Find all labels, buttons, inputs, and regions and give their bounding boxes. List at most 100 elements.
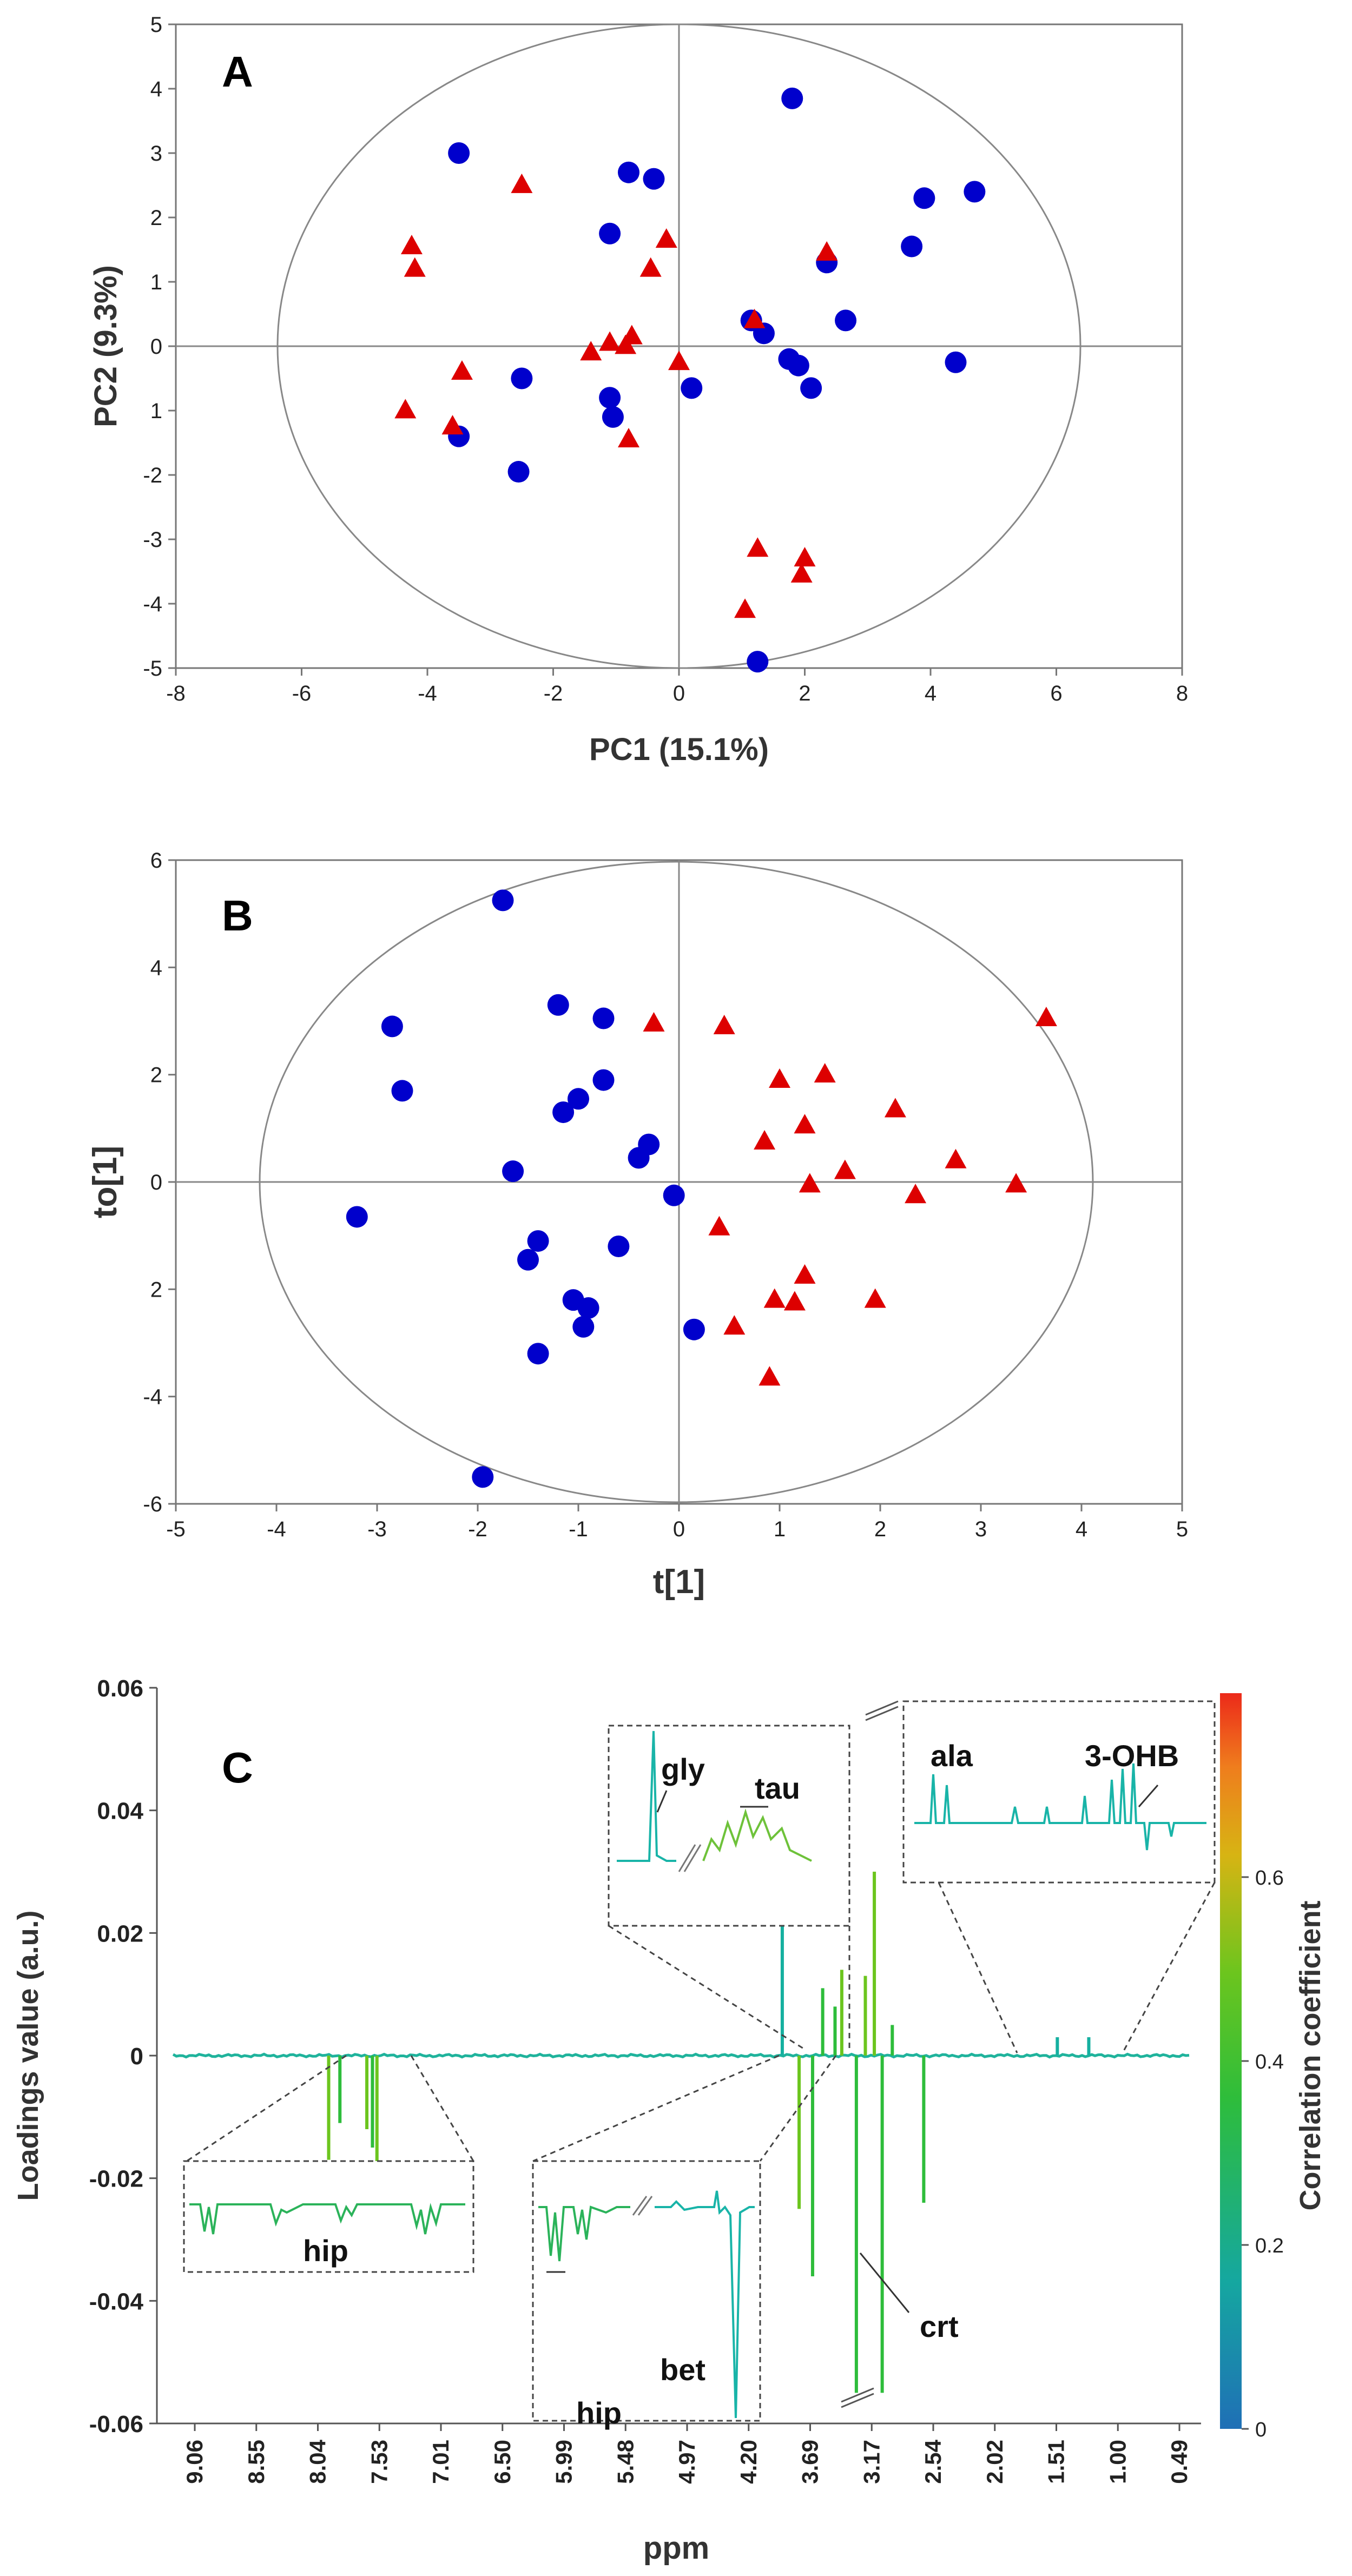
panel-c-x-ticks: 9.06 8.55 8.04 7.53 7.01 6.50 5.99 5.48 4.97 4.20…: [182, 2423, 1192, 2484]
panel-b-point-circle: [552, 1101, 575, 1124]
panel-c-x-tick-label: 1.00: [1105, 2440, 1130, 2484]
panel-b-point-triangle: [708, 1216, 730, 1236]
panel-b-point-circle: [572, 1316, 595, 1338]
inset-ala-3ohb-trace: [914, 1763, 1206, 1851]
panel-a-point-circle: [643, 168, 665, 190]
panel-a-y-tick-label: 1: [150, 270, 162, 294]
panel-b-point-triangle: [814, 1063, 836, 1083]
panel-b-point-circle: [628, 1147, 650, 1169]
panel-b-y-tick-label: 6: [150, 849, 162, 873]
panel-a-point-triangle: [580, 341, 602, 361]
panel-a-x-tick-label: -8: [166, 682, 186, 705]
panel-a-point-circle: [681, 377, 703, 399]
inset-hip-bet-trace: [538, 2205, 630, 2262]
panel-a-point-triangle: [816, 241, 838, 261]
panel-b-point-circle: [346, 1206, 368, 1228]
panel-c-x-tick-label: 7.53: [366, 2440, 392, 2484]
panel-a-x-tick-label: 8: [1176, 682, 1188, 705]
inset-hip-bet-break-2: [637, 2196, 653, 2216]
panel-a-point-circle: [781, 87, 803, 109]
panel-b-point-triangle: [799, 1173, 821, 1193]
panel-a-point-circle: [448, 142, 470, 164]
panel-c-y-tick-label: -0.04: [89, 2288, 144, 2315]
panel-b-point-circle: [568, 1088, 589, 1110]
panel-b-point-triangle: [1035, 1006, 1057, 1026]
panel-c-y-tick-label: 0.02: [97, 1920, 143, 1947]
panel-a-y-tick-label: 1: [150, 399, 162, 423]
panel-b-point-triangle: [905, 1184, 927, 1204]
inset-gly-tau-trace: [617, 1730, 676, 1862]
panel-b-x-tick-label: -4: [267, 1517, 286, 1541]
inset-ala-3ohb-frame: [902, 1700, 1216, 1884]
panel-c: 0.06 0.04 0.02 0 -0.02 -0.04 -0.06 9.06 8.55 8.0…: [12, 1675, 1327, 2566]
panel-b-point-triangle: [783, 1291, 806, 1311]
panel-b-point-circle: [527, 1343, 549, 1365]
panel-b-points: [346, 889, 1057, 1488]
panel-c-x-tick-label: 2.54: [920, 2439, 946, 2483]
panel-b-point-circle: [502, 1160, 524, 1183]
panel-c-x-tick-label: 8.55: [243, 2440, 269, 2484]
panel-b-point-triangle: [643, 1012, 665, 1032]
panel-c-x-tick-label: 0.49: [1166, 2440, 1192, 2484]
panel-b-point-circle: [683, 1318, 705, 1340]
panel-c-x-tick-label: 3.17: [859, 2440, 884, 2484]
panel-b-y-tick-label: 0: [150, 1171, 162, 1194]
label-hip-1: hip: [303, 2234, 348, 2268]
panel-a-x-tick-label: 2: [799, 682, 810, 705]
colorbar-ticks: 0.6 0.4 0.2 0: [1242, 1867, 1284, 2441]
inset-hip-bet-frame: [532, 2160, 761, 2422]
label-hip-2: hip: [576, 2396, 622, 2430]
panel-b-x-tick-label: -2: [468, 1517, 487, 1541]
colorbar: 0.6 0.4 0.2 0 Correlation coefficient: [1220, 1693, 1327, 2441]
panel-a-point-circle: [964, 181, 986, 203]
panel-a-y-tick-label: 5: [150, 13, 162, 37]
spectrum-baseline: [172, 2052, 1190, 2059]
panel-a-y-tick-label: -2: [143, 464, 162, 487]
panel-c-x-tick-label: 1.51: [1044, 2440, 1069, 2484]
panel-b-point-triangle: [723, 1315, 746, 1335]
panel-c-x-tick-label: 3.69: [797, 2440, 823, 2484]
panel-b-y-tick-label: 2: [150, 1278, 162, 1302]
panel-a-y-tick-label: -5: [143, 657, 162, 681]
panel-b-x-tick-label: 3: [975, 1517, 987, 1541]
panel-a-y-tick-label: 0: [150, 335, 162, 359]
panel-b-point-circle: [592, 1069, 615, 1091]
panel-b-x-tick-label: -1: [569, 1517, 588, 1541]
panel-c-label: C: [222, 1743, 253, 1792]
panel-b-x-ticks: -5 -4 -3 -2 -1 0 1 2 3 4 5: [166, 1504, 1188, 1541]
panel-a-x-tick-label: 0: [673, 682, 685, 705]
inset-gly-tau-trace-2: [702, 1808, 812, 1862]
panel-a-point-triangle: [734, 598, 756, 618]
panel-c-x-tick-label: 8.04: [305, 2439, 331, 2483]
axis-break-marks: [841, 1700, 899, 2408]
panel-b-point-triangle: [864, 1288, 886, 1308]
panel-b-x-tick-label: -5: [166, 1517, 186, 1541]
label-ala: ala: [931, 1739, 973, 1773]
panel-a-point-triangle: [451, 360, 473, 380]
panel-b-point-circle: [577, 1297, 599, 1319]
panel-b-point-triangle: [1005, 1173, 1027, 1193]
colorbar-gradient: [1220, 1693, 1242, 2429]
panel-b-y-tick-label: 4: [150, 956, 162, 980]
colorbar-tick-label: 0.6: [1255, 1867, 1284, 1890]
panel-a: -8 -6 -4 -2 0 2 4 6 8 5 4 3 2 1 0 1 -2 -3 -4 -5 A PC1 (15.…: [88, 13, 1188, 767]
panel-b-label: B: [222, 891, 253, 940]
panel-b-x-tick-label: 0: [673, 1517, 685, 1541]
panel-a-point-triangle: [404, 257, 426, 277]
panel-c-x-tick-label: 4.20: [736, 2440, 761, 2484]
panel-b-y-ticks: 6 4 2 0 2 -4 -6: [143, 849, 176, 1516]
panel-a-x-tick-label: -2: [544, 682, 563, 705]
colorbar-label: Correlation coefficient: [1294, 1900, 1327, 2210]
panel-a-point-triangle: [668, 351, 690, 371]
panel-a-point-triangle: [511, 173, 533, 193]
panel-c-x-tick-label: 4.97: [674, 2440, 700, 2484]
panel-b-x-axis-label: t[1]: [653, 1563, 705, 1601]
panel-b-point-circle: [547, 994, 569, 1016]
panel-a-x-axis-label: PC1 (15.1%): [589, 732, 769, 767]
label-tau: tau: [755, 1771, 800, 1805]
panel-b-point-circle: [663, 1184, 685, 1206]
inset-hip-bet-trace-2: [655, 2190, 755, 2419]
panel-b-point-triangle: [884, 1098, 906, 1118]
panel-b-x-tick-label: 4: [1076, 1517, 1087, 1541]
panel-a-label: A: [222, 48, 253, 96]
